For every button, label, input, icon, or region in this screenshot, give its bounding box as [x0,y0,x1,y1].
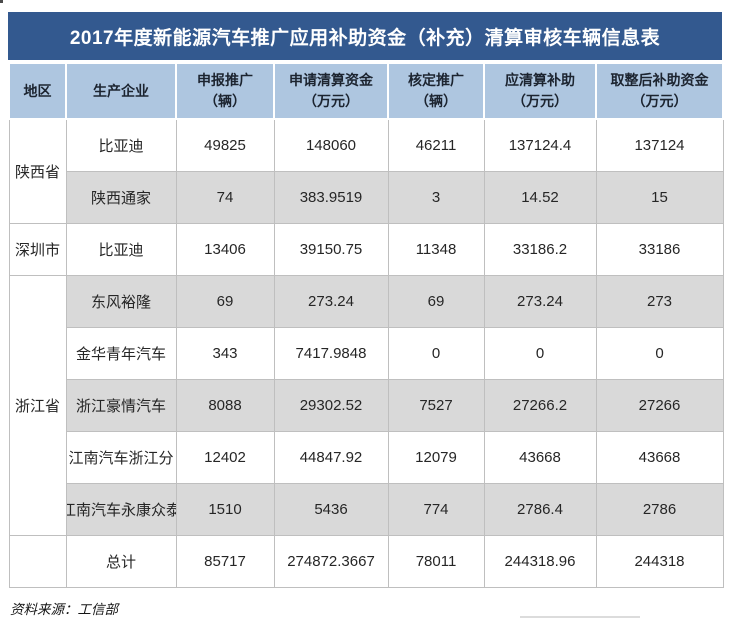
company-cell: 江南汽车永康众泰 [65,482,177,536]
value-cell: 69 [387,274,485,328]
value-cell: 244318 [595,534,724,588]
scrollbar-artifact [520,616,640,618]
subsidy-table: 地区 生产企业 申报推广 （辆） 申请清算资金 （万元） 核定推广 （辆） 应清算补助… [8,62,724,588]
value-cell: 27266 [595,378,724,432]
value-cell: 774 [387,482,485,536]
value-cell: 3 [387,170,485,224]
company-cell: 比亚迪 [65,118,177,172]
value-cell: 1510 [175,482,275,536]
value-cell: 148060 [273,118,389,172]
value-cell: 44847.92 [273,430,389,484]
value-cell: 74 [175,170,275,224]
company-cell: 金华青年汽车 [65,326,177,380]
header-due-subsidy: 应清算补助 （万元） [483,62,597,120]
region-cell-shaanxi: 陕西省 [8,118,67,224]
value-cell: 2786.4 [483,482,597,536]
total-row: 总计 85717 274872.3667 78011 244318.96 244… [8,534,724,588]
table-row: 浙江豪情汽车 8088 29302.52 7527 27266.2 27266 [9,378,724,432]
value-cell: 33186.2 [483,222,597,276]
table-row: 江南汽车永康众泰 1510 5436 774 2786.4 2786 [9,482,724,536]
region-cell-zhejiang: 浙江省 [8,274,67,536]
table-row: 陕西省 比亚迪 49825 148060 46211 137124.4 1371… [8,118,724,224]
header-approved-count: 核定推广 （辆） [387,62,485,120]
value-cell: 39150.75 [273,222,389,276]
value-cell: 11348 [387,222,485,276]
value-cell: 7527 [387,378,485,432]
header-row: 地区 生产企业 申报推广 （辆） 申请清算资金 （万元） 核定推广 （辆） 应清算补助… [8,62,724,120]
table-row: 浙江省 东风裕隆 69 273.24 69 273.24 273 [8,274,724,536]
value-cell: 33186 [595,222,724,276]
value-cell: 137124.4 [483,118,597,172]
value-cell: 43668 [595,430,724,484]
value-cell: 8088 [175,378,275,432]
value-cell: 137124 [595,118,724,172]
source-note: 资料来源：工信部 [10,602,118,617]
region-cell-shenzhen: 深圳市 [8,222,67,276]
header-requested-funds: 申请清算资金 （万元） [273,62,389,120]
value-cell: 29302.52 [273,378,389,432]
table-row: 陕西通家 74 383.9519 3 14.52 15 [9,170,724,224]
value-cell: 273 [595,274,724,328]
company-cell: 陕西通家 [65,170,177,224]
value-cell: 274872.3667 [273,534,389,588]
table-title: 2017年度新能源汽车推广应用补助资金（补充）清算审核车辆信息表 [8,12,722,60]
header-declared-count: 申报推广 （辆） [175,62,275,120]
value-cell: 13406 [175,222,275,276]
company-cell: 浙江豪情汽车 [65,378,177,432]
value-cell: 0 [595,326,724,380]
region-cell-empty [8,534,67,588]
value-cell: 14.52 [483,170,597,224]
value-cell: 0 [483,326,597,380]
value-cell: 383.9519 [273,170,389,224]
value-cell: 244318.96 [483,534,597,588]
value-cell: 273.24 [483,274,597,328]
value-cell: 69 [175,274,275,328]
subsidy-table-block: 2017年度新能源汽车推广应用补助资金（补充）清算审核车辆信息表 地区 生产企业… [8,12,724,588]
company-cell: 比亚迪 [65,222,177,276]
value-cell: 5436 [273,482,389,536]
value-cell: 12402 [175,430,275,484]
corner-artifact [0,0,3,3]
value-cell: 85717 [175,534,275,588]
total-label-cell: 总计 [65,534,177,588]
value-cell: 78011 [387,534,485,588]
header-rounded-subsidy: 取整后补助资金 （万元） [595,62,724,120]
value-cell: 43668 [483,430,597,484]
table-row: 金华青年汽车 343 7417.9848 0 0 0 [9,326,724,380]
value-cell: 46211 [387,118,485,172]
value-cell: 273.24 [273,274,389,328]
value-cell: 2786 [595,482,724,536]
value-cell: 0 [387,326,485,380]
value-cell: 27266.2 [483,378,597,432]
value-cell: 7417.9848 [273,326,389,380]
company-cell: 江南汽车浙江分 [65,430,177,484]
company-cell: 东风裕隆 [65,274,177,328]
header-manufacturer: 生产企业 [65,62,177,120]
header-region: 地区 [8,62,67,120]
value-cell: 12079 [387,430,485,484]
value-cell: 15 [595,170,724,224]
value-cell: 49825 [175,118,275,172]
value-cell: 343 [175,326,275,380]
table-row: 江南汽车浙江分 12402 44847.92 12079 43668 43668 [9,430,724,484]
table-row: 深圳市 比亚迪 13406 39150.75 11348 33186.2 331… [8,222,724,276]
